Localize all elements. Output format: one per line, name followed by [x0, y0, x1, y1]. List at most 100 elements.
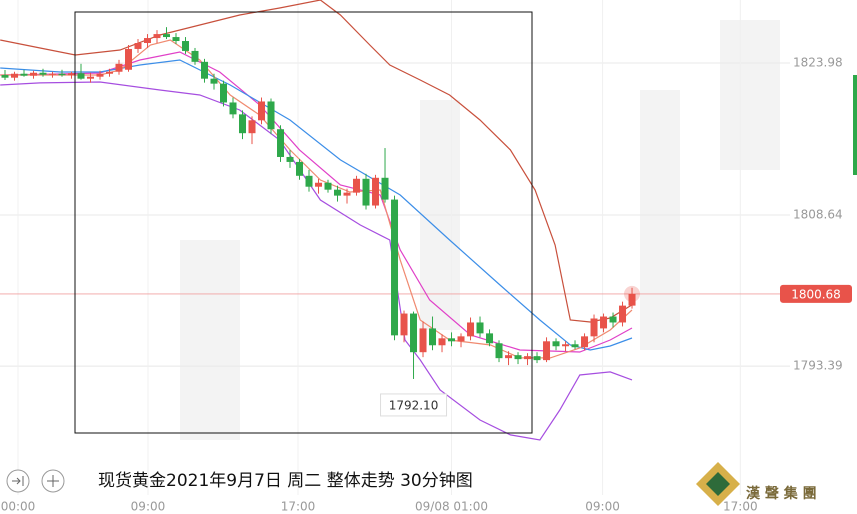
candle-body [1, 75, 9, 78]
candle-body [267, 101, 275, 130]
candle-body [106, 71, 114, 74]
background-decor [180, 20, 780, 440]
candle-body [220, 83, 228, 103]
candle-body [467, 322, 475, 337]
candle-body [533, 356, 541, 361]
candle-body [571, 344, 579, 348]
candle-body [600, 316, 608, 329]
candle-body [153, 34, 161, 39]
candle-body [628, 293, 636, 306]
candle-body [29, 72, 37, 76]
candle-body [410, 313, 418, 353]
candle-body [362, 178, 370, 206]
candle-body [87, 76, 95, 79]
x-tick-label: 00:00 [1, 500, 36, 514]
candle-body [505, 355, 513, 359]
low-marker-label: 1792.10 [389, 398, 439, 412]
candle-body [400, 313, 408, 336]
candle-body [182, 41, 190, 51]
logo [696, 462, 740, 506]
side-indicator [853, 75, 857, 175]
y-tick-label: 1808.64 [793, 208, 843, 222]
indicator-line [0, 39, 633, 359]
candle-body [258, 101, 266, 121]
zoom-icon [47, 475, 59, 487]
bg-building [720, 20, 780, 170]
candle-body [372, 177, 380, 206]
candle-body [48, 73, 56, 75]
candle-body [419, 328, 427, 353]
candle-body [609, 316, 617, 323]
candle-body [524, 356, 532, 360]
x-tick-label: 17:00 [281, 500, 316, 514]
y-tick-label: 1793.39 [793, 359, 843, 373]
candle-body [239, 114, 247, 134]
x-tick-label: 17:00 [723, 500, 758, 514]
x-tick-label: 09:00 [585, 500, 620, 514]
candle-body [134, 43, 142, 49]
candle-body [590, 318, 598, 337]
candle-body [438, 338, 446, 346]
candle-body [429, 328, 437, 346]
candle-body [334, 189, 342, 196]
candle-body [58, 73, 66, 76]
candle-body [286, 156, 294, 162]
candle-body [514, 355, 522, 360]
last-price-label: 1800.68 [791, 287, 841, 301]
candle-body [562, 344, 570, 347]
candle-body [277, 129, 285, 157]
bg-building [180, 240, 240, 440]
candle-body [163, 34, 171, 38]
candle-body [619, 305, 627, 323]
logo-inner [706, 472, 730, 496]
candle-body [96, 73, 104, 77]
x-tick-label: 09/08 01:00 [415, 500, 488, 514]
candle-body [391, 199, 399, 336]
candle-body [172, 37, 180, 42]
candle-body [315, 182, 323, 187]
candle-body [229, 102, 237, 115]
toolbar [6, 469, 65, 493]
y-tick-label: 1823.98 [793, 56, 843, 70]
candle-body [381, 177, 389, 200]
fit-icon [12, 476, 24, 486]
candle-body [552, 341, 560, 347]
selection-box [74, 11, 533, 434]
candle-body [457, 336, 465, 342]
last-price-tag [780, 284, 852, 303]
candle-body [495, 343, 503, 359]
chart-title: 现货黄金2021年9月7日 周二 整体走势 30分钟图 [98, 471, 473, 491]
x-tick-label: 09:00 [131, 500, 166, 514]
candle-body [191, 50, 199, 62]
candle-body [39, 72, 47, 75]
candle-body [305, 175, 313, 187]
last-glow [624, 285, 641, 302]
indicator-line [0, 81, 633, 441]
bg-building [640, 90, 680, 350]
candle-body [343, 192, 351, 196]
indicator-line [0, 0, 633, 323]
candle-body [20, 73, 28, 76]
candle-body [144, 38, 152, 44]
candle-body [476, 322, 484, 334]
candle-body [210, 78, 218, 84]
candle-body [296, 161, 304, 176]
candle-body [77, 73, 85, 79]
candle-body [543, 341, 551, 361]
brand: 漢 聲 集 團 [746, 485, 817, 502]
candle-body [115, 63, 123, 72]
candle-body [581, 336, 589, 348]
candle-body [68, 73, 76, 76]
candle-body [201, 61, 209, 79]
candle-body [353, 178, 361, 193]
candle-body [10, 73, 18, 78]
low-marker-box [380, 393, 448, 417]
candle-body [248, 120, 256, 134]
candle-body [486, 333, 494, 344]
candle-body [324, 182, 332, 190]
candle-body [125, 48, 133, 70]
indicator-line [0, 59, 633, 351]
candle-body [448, 338, 456, 342]
